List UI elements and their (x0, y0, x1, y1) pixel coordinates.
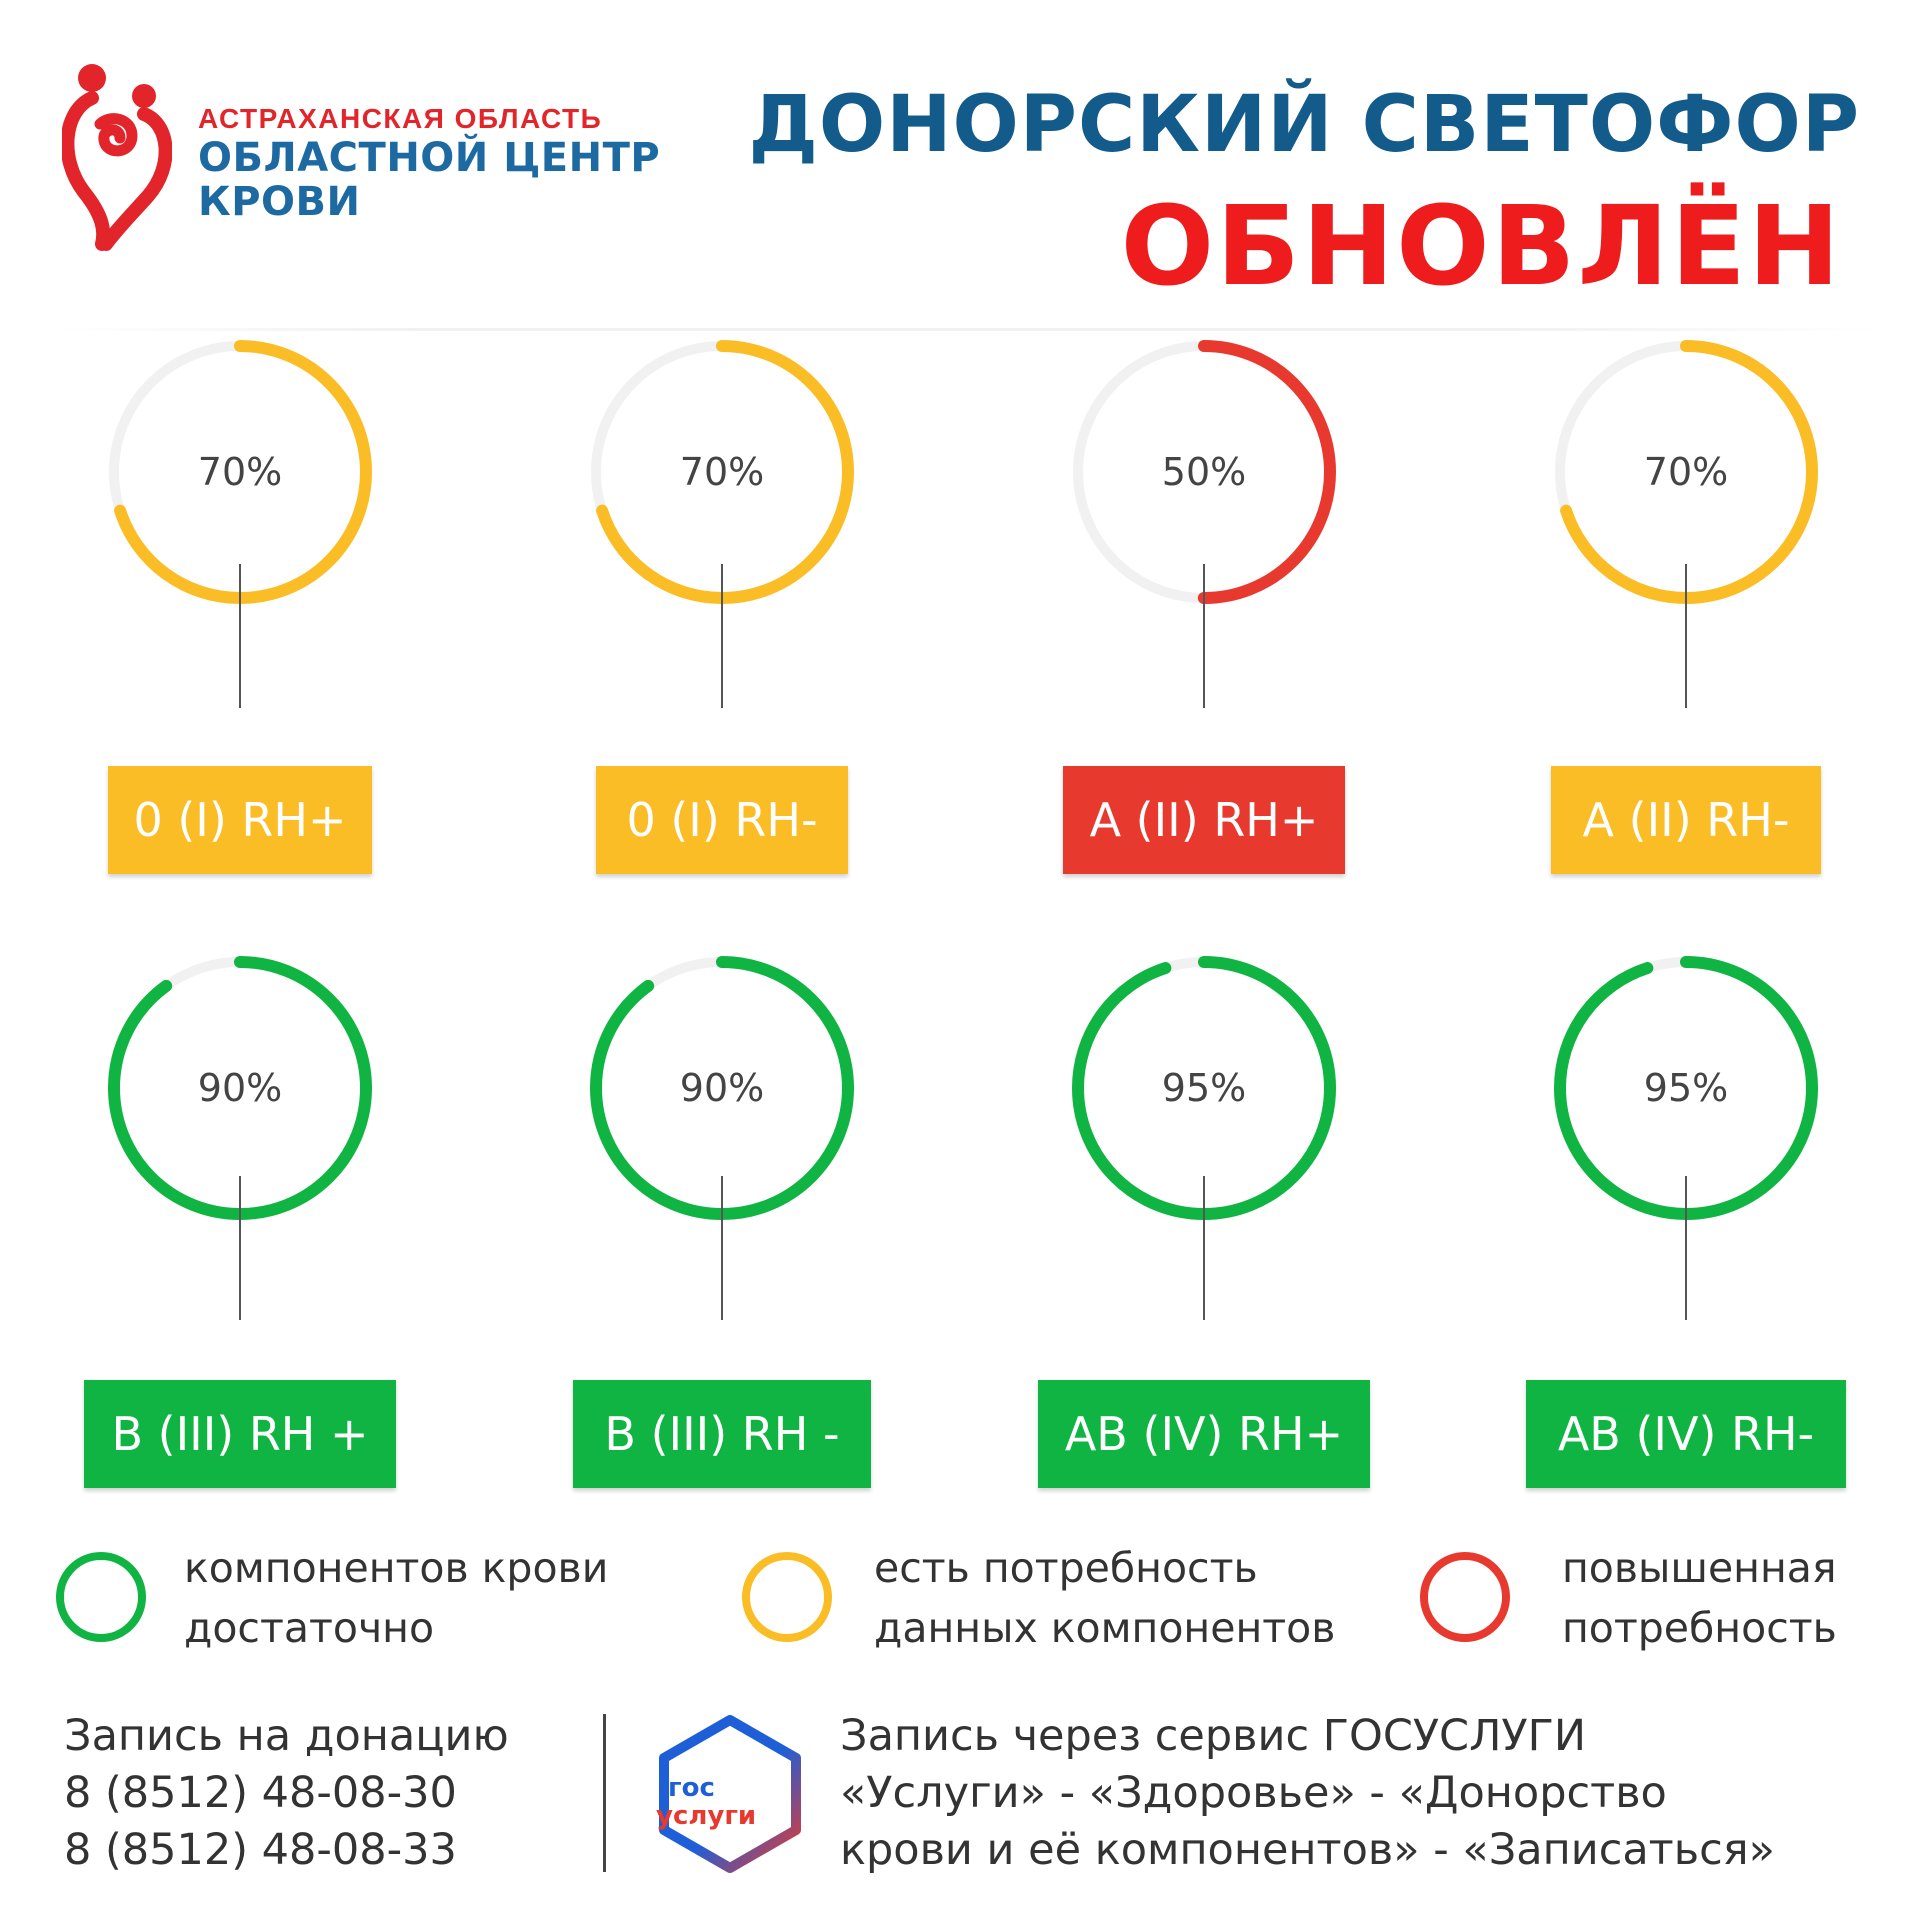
legend-line-1: компонентов крови (184, 1544, 609, 1592)
legend-text-yellow: есть потребность данных компонентов (874, 1538, 1335, 1658)
blood-group-badge: AB (IV) RH+ (1038, 1380, 1370, 1488)
gauge-stem (721, 1176, 723, 1320)
legend-ring-green (56, 1552, 146, 1642)
gauge-percent: 70% (1643, 450, 1729, 494)
blood-group-badge: A (II) RH- (1551, 766, 1821, 874)
legend-ring-red (1420, 1552, 1510, 1642)
blood-group-badge: 0 (I) RH+ (108, 766, 372, 874)
blood-group-badge: B (III) RH - (573, 1380, 871, 1488)
gauge-percent: 90% (197, 1066, 283, 1110)
contact-block: Запись на донацию 8 (8512) 48-08-30 8 (8… (64, 1708, 509, 1879)
gauge-percent: 50% (1161, 450, 1247, 494)
gauge-percent: 70% (197, 450, 283, 494)
blood-group-badge: 0 (I) RH- (596, 766, 848, 874)
header-divider (50, 328, 1880, 331)
gauge-percent: 70% (679, 450, 765, 494)
gauge-stem (1685, 1176, 1687, 1320)
legend-line-2: данных компонентов (874, 1604, 1336, 1652)
legend-line-2: потребность (1562, 1604, 1837, 1652)
legend-line-1: есть потребность (874, 1544, 1258, 1592)
gauge-stem (1685, 564, 1687, 708)
contact-title: Запись на донацию (64, 1711, 509, 1761)
blood-group-badge: B (III) RH + (84, 1380, 396, 1488)
gosuslugi-logo: гос услуги (650, 1712, 810, 1876)
gauge-stem (239, 1176, 241, 1320)
phone-2[interactable]: 8 (8512) 48-08-33 (64, 1825, 457, 1875)
legend-text-red: повышенная потребность (1562, 1538, 1837, 1658)
legend-line-2: достаточно (184, 1604, 435, 1652)
legend-text-green: компонентов крови достаточно (184, 1538, 608, 1658)
logo-text: АСТРАХАНСКАЯ ОБЛАСТЬ ОБЛАСТНОЙ ЦЕНТР КРО… (198, 102, 660, 224)
gos-logo-line1: гос (668, 1773, 715, 1803)
gauge-stem (1203, 564, 1205, 708)
page-title: ДОНОРСКИЙ СВЕТОФОР (748, 80, 1860, 170)
page-subtitle: ОБНОВЛЁН (1120, 182, 1842, 310)
service-line-1: Запись через сервис ГОСУСЛУГИ (840, 1711, 1587, 1761)
service-line-2: «Услуги» - «Здоровье» - «Донорство (840, 1768, 1667, 1818)
gauge-stem (239, 564, 241, 708)
heart-people-icon (60, 64, 173, 251)
gauge-stem (721, 564, 723, 708)
gauge-percent: 95% (1643, 1066, 1729, 1110)
gosuslugi-instructions: Запись через сервис ГОСУСЛУГИ «Услуги» -… (840, 1708, 1775, 1879)
gauge-stem (1203, 1176, 1205, 1320)
legend-ring-yellow (742, 1552, 832, 1642)
gos-logo-line2: услуги (656, 1801, 756, 1831)
logo-name-line1: ОБЛАСТНОЙ ЦЕНТР (198, 135, 661, 181)
logo-region: АСТРАХАНСКАЯ ОБЛАСТЬ (198, 103, 603, 134)
gauge-percent: 90% (679, 1066, 765, 1110)
logo-name-line2: КРОВИ (198, 179, 361, 225)
blood-center-logo (60, 62, 173, 252)
gauge-percent: 95% (1161, 1066, 1247, 1110)
blood-group-badge: AB (IV) RH- (1526, 1380, 1846, 1488)
legend-line-1: повышенная (1562, 1544, 1837, 1592)
service-line-3: крови и её компонентов» - «Записаться» (840, 1825, 1775, 1875)
footer-divider (603, 1714, 606, 1872)
blood-group-badge: A (II) RH+ (1063, 766, 1345, 874)
phone-1[interactable]: 8 (8512) 48-08-30 (64, 1768, 457, 1818)
